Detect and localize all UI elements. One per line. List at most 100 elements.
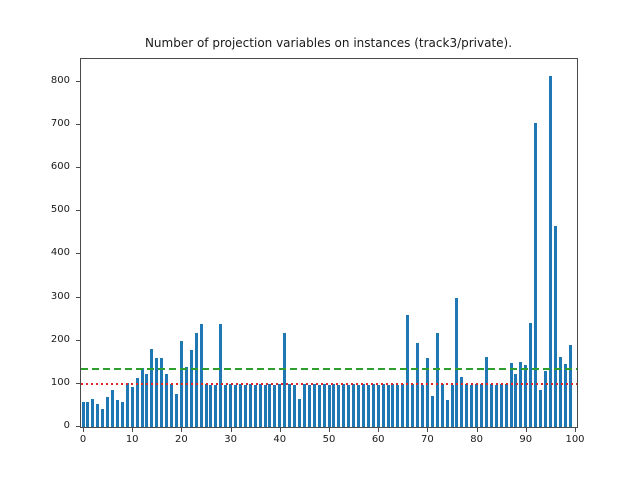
- x-tick-mark: [279, 428, 281, 432]
- bar: [120, 402, 124, 427]
- x-tick-label: 0: [79, 434, 87, 445]
- bar: [130, 387, 134, 427]
- bar: [543, 371, 547, 427]
- bar: [539, 390, 543, 427]
- bar: [430, 396, 434, 427]
- bar: [332, 384, 336, 427]
- x-tick-mark: [476, 428, 478, 432]
- bar: [91, 399, 95, 427]
- x-tick-mark: [132, 428, 134, 432]
- bar: [224, 385, 228, 427]
- bar: [386, 385, 390, 427]
- bar: [170, 384, 174, 427]
- bar: [480, 384, 484, 427]
- bar: [194, 333, 198, 427]
- bar: [381, 384, 385, 427]
- bar: [234, 385, 238, 427]
- bar: [327, 385, 331, 427]
- bar: [391, 384, 395, 427]
- bar: [238, 384, 242, 427]
- bar: [209, 385, 213, 427]
- bar: [214, 385, 218, 427]
- bar: [484, 357, 488, 427]
- bar: [465, 384, 469, 427]
- bar: [558, 357, 562, 427]
- bar: [150, 349, 154, 427]
- bar: [411, 384, 415, 427]
- y-tick-mark: [76, 296, 80, 298]
- bar: [568, 345, 572, 427]
- bar: [504, 384, 508, 427]
- bar: [86, 402, 90, 427]
- x-tick-mark: [181, 428, 183, 432]
- bar: [529, 323, 533, 427]
- bar: [263, 385, 267, 427]
- bar: [455, 298, 459, 427]
- bar: [140, 368, 144, 427]
- x-tick-label: 50: [322, 434, 336, 445]
- bar: [376, 385, 380, 427]
- y-tick-mark: [76, 339, 80, 341]
- bar: [337, 385, 341, 427]
- x-tick-mark: [427, 428, 429, 432]
- bar: [302, 384, 306, 427]
- bar: [199, 324, 203, 427]
- bar: [273, 385, 277, 427]
- x-tick-mark: [329, 428, 330, 432]
- mean-line: [81, 368, 577, 371]
- bar: [307, 385, 311, 427]
- x-tick-label: 100: [565, 434, 585, 445]
- y-tick-mark: [76, 210, 80, 212]
- x-tick-mark: [83, 428, 84, 432]
- bar: [460, 377, 464, 427]
- bar: [440, 384, 444, 427]
- bar: [165, 374, 169, 427]
- bar: [81, 402, 85, 427]
- bar: [534, 123, 538, 427]
- bar: [115, 400, 119, 427]
- bar: [125, 383, 129, 427]
- x-tick-mark: [230, 428, 232, 432]
- x-tick-label: 60: [371, 434, 385, 445]
- bar: [184, 367, 188, 427]
- bar: [357, 385, 361, 427]
- bar: [406, 315, 410, 427]
- x-tick-mark: [575, 428, 576, 432]
- bar: [288, 384, 292, 427]
- bar: [106, 397, 110, 427]
- y-tick-mark: [76, 426, 80, 427]
- bar: [219, 324, 223, 427]
- bar: [248, 384, 252, 427]
- bar: [553, 226, 557, 427]
- chart-title: Number of projection variables on instan…: [144, 36, 513, 50]
- x-tick-label: 10: [125, 434, 139, 445]
- x-tick-label: 70: [421, 434, 434, 445]
- bar: [347, 385, 351, 427]
- bar: [278, 384, 282, 427]
- y-tick-label: 0: [63, 420, 70, 431]
- bar: [317, 385, 321, 427]
- x-tick-mark: [378, 428, 380, 432]
- x-tick-label: 20: [175, 434, 188, 445]
- bar: [268, 384, 272, 427]
- bar: [160, 358, 164, 427]
- bar: [155, 358, 159, 427]
- bar: [293, 385, 297, 427]
- y-tick-label: 300: [50, 290, 70, 302]
- bar: [519, 362, 523, 427]
- y-tick-label: 700: [50, 118, 70, 129]
- bar: [312, 384, 316, 427]
- plot-area: [80, 58, 578, 428]
- bar: [524, 365, 528, 427]
- bar: [445, 400, 449, 427]
- y-tick-mark: [76, 167, 80, 169]
- bar: [283, 333, 287, 427]
- bar: [189, 350, 193, 427]
- bar: [111, 390, 115, 427]
- bar: [366, 385, 370, 427]
- median-line: [81, 383, 577, 386]
- bar: [258, 384, 262, 427]
- y-tick-mark: [76, 382, 80, 384]
- bar: [352, 384, 356, 427]
- x-tick-label: 80: [470, 434, 483, 445]
